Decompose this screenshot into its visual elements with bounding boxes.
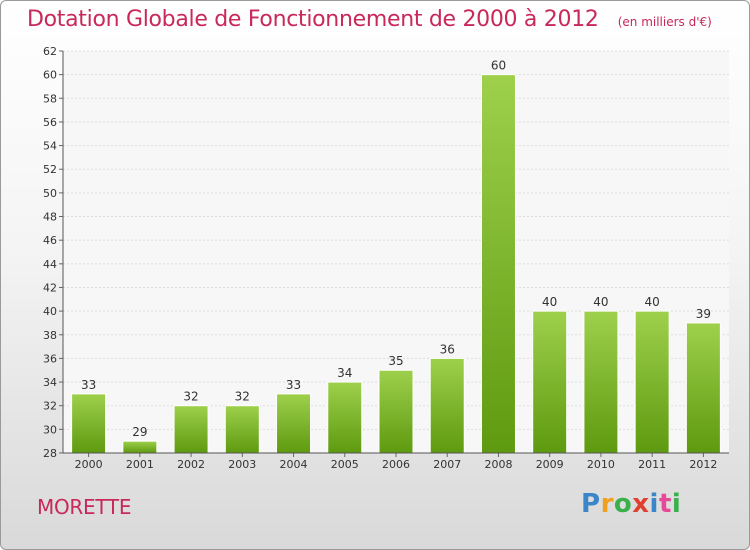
x-tick-label-2011: 2011 [638, 458, 666, 471]
y-tick-label: 56 [43, 116, 57, 129]
y-tick-label: 30 [43, 423, 57, 436]
bar-2001 [122, 440, 158, 454]
x-tick-label-2002: 2002 [177, 458, 205, 471]
y-axis: 28 30 32 34 36 38 40 42 44 46 48 50 52 54 56 58 60 62 [43, 45, 64, 460]
logo-letter: i [649, 489, 659, 519]
y-tick-label: 58 [43, 92, 57, 105]
y-tick-label: 60 [43, 69, 57, 82]
title-row: Dotation Globale de Fonctionnement de 20… [27, 7, 712, 32]
bar-2006 [378, 369, 414, 454]
x-axis: 2000 2001 2002 2003 2004 2005 2006 2007 2008 2009… [63, 452, 729, 471]
x-tick-label-2000: 2000 [75, 458, 103, 471]
data-label-2009: 40 [542, 295, 557, 309]
y-tick-label: 48 [43, 211, 57, 224]
bar-2003 [224, 405, 260, 454]
bar-2010 [583, 310, 619, 454]
logo-letter: t [658, 489, 672, 519]
y-tick-label: 52 [43, 163, 57, 176]
x-tick-label-2001: 2001 [126, 458, 154, 471]
x-tick-label-2006: 2006 [382, 458, 410, 471]
data-label-2012: 39 [696, 307, 711, 321]
bar-2008 [480, 74, 516, 454]
town-name: MORETTE [37, 495, 132, 519]
bar-2007 [429, 357, 465, 454]
y-tick-label: 32 [43, 400, 57, 413]
logo-letter: r [600, 489, 614, 519]
x-tick-label-2008: 2008 [484, 458, 512, 471]
bar-2002 [173, 405, 209, 454]
x-tick-label-2005: 2005 [331, 458, 359, 471]
bar-2012 [685, 322, 721, 454]
y-tick-label: 50 [43, 187, 57, 200]
data-label-2002: 32 [183, 390, 198, 404]
bar-2005 [327, 381, 363, 454]
logo-letter: x [632, 489, 650, 519]
x-tick-label-2007: 2007 [433, 458, 461, 471]
bar-2011 [634, 310, 670, 454]
bars: 33 29 32 32 33 34 35 36 60 40 40 40 39 [71, 59, 721, 454]
logo-letter: P [581, 489, 601, 519]
data-label-2010: 40 [593, 295, 608, 309]
y-tick-label: 46 [43, 234, 57, 247]
y-tick-label: 38 [43, 329, 57, 342]
data-label-2001: 29 [132, 425, 147, 439]
y-tick-label: 28 [43, 447, 57, 460]
y-tick-label: 34 [43, 376, 57, 389]
x-tick-label-2004: 2004 [280, 458, 308, 471]
x-tick-label-2010: 2010 [587, 458, 615, 471]
data-label-2007: 36 [440, 342, 455, 356]
data-label-2006: 35 [388, 354, 403, 368]
x-tick-label-2012: 2012 [689, 458, 717, 471]
data-label-2000: 33 [81, 378, 96, 392]
data-label-2004: 33 [286, 378, 301, 392]
data-label-2011: 40 [645, 295, 660, 309]
bar-2009 [532, 310, 568, 454]
bar-2000 [71, 393, 107, 454]
x-tick-label-2009: 2009 [536, 458, 564, 471]
data-label-2005: 34 [337, 366, 352, 380]
data-label-2003: 32 [235, 390, 250, 404]
y-tick-label: 54 [43, 140, 57, 153]
data-label-2008: 60 [491, 59, 506, 73]
logo-letter: o [613, 489, 633, 519]
chart-title: Dotation Globale de Fonctionnement de 20… [27, 7, 599, 32]
y-tick-label: 36 [43, 352, 57, 365]
chart-subtitle: (en milliers d'€) [617, 15, 712, 29]
bar-2004 [276, 393, 312, 454]
x-tick-label-2003: 2003 [228, 458, 256, 471]
y-tick-label: 44 [43, 258, 57, 271]
y-tick-label: 40 [43, 305, 57, 318]
y-tick-label: 42 [43, 281, 57, 294]
proxiti-logo[interactable]: Proxiti [581, 489, 681, 519]
logo-letter: i [671, 489, 682, 519]
y-tick-label: 62 [43, 45, 57, 58]
